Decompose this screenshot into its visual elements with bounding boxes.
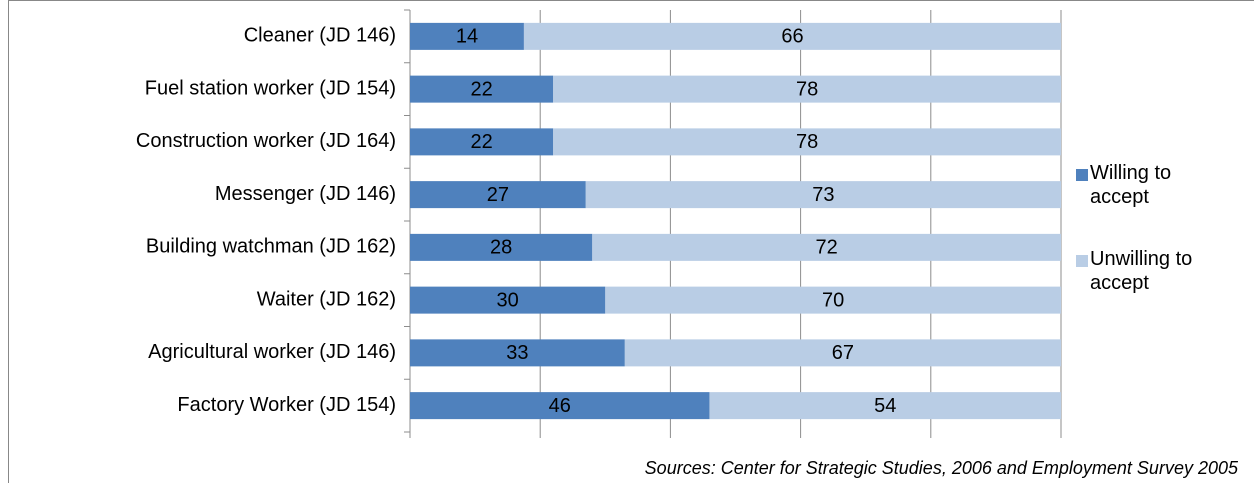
data-label: 78 (796, 78, 818, 100)
legend-entry: Unwilling to accept (1090, 248, 1193, 294)
y-tick-label: Cleaner (JD 146) (244, 25, 396, 47)
bar-segment (605, 286, 1061, 314)
data-label: 46 (549, 395, 571, 417)
data-label: 33 (506, 342, 528, 364)
legend-swatch (1076, 255, 1088, 267)
data-label: 22 (470, 131, 492, 153)
bar-segment (410, 233, 593, 261)
data-label: 67 (832, 342, 854, 364)
chart-frame (8, 0, 1254, 483)
data-label: 78 (796, 131, 818, 153)
bar-segment (410, 392, 710, 420)
data-label: 14 (456, 26, 478, 48)
legend-swatch (1076, 169, 1088, 181)
bar-segment (410, 75, 554, 103)
data-label: 28 (490, 237, 512, 259)
bar-segment (553, 128, 1061, 156)
bar-segment (553, 75, 1061, 103)
y-tick-label: Construction worker (JD 164) (136, 130, 396, 152)
y-tick-label: Messenger (JD 146) (215, 183, 396, 205)
bar-segment (585, 181, 1061, 209)
legend-label: Unwilling to accept (1090, 248, 1193, 294)
y-tick-label: Waiter (JD 162) (257, 288, 396, 310)
data-label: 73 (812, 184, 834, 206)
bar-segment (592, 233, 1061, 261)
data-label: 66 (781, 26, 803, 48)
data-label: 27 (487, 184, 509, 206)
y-tick-label: Fuel station worker (JD 154) (145, 77, 396, 99)
bar-segment (523, 22, 1061, 50)
data-label: 54 (874, 395, 896, 417)
y-tick-label: Agricultural worker (JD 146) (148, 341, 396, 363)
bar-segment (410, 339, 625, 367)
bar-segment (410, 181, 586, 209)
bar-segment (709, 392, 1061, 420)
y-tick-label: Factory Worker (JD 154) (177, 394, 396, 416)
data-label: 70 (822, 289, 844, 311)
legend-label: Willing to accept (1090, 162, 1172, 208)
data-label: 30 (497, 289, 519, 311)
data-label: 72 (816, 237, 838, 259)
bar-segment (624, 339, 1061, 367)
data-label: 22 (470, 78, 492, 100)
bar-segment (410, 22, 524, 50)
source-note: Sources: Center for Strategic Studies, 2… (645, 458, 1239, 478)
y-tick-label: Building watchman (JD 162) (146, 236, 396, 258)
bar-segment (410, 286, 606, 314)
bar-segment (410, 128, 554, 156)
legend-entry: Willing to accept (1090, 162, 1172, 208)
